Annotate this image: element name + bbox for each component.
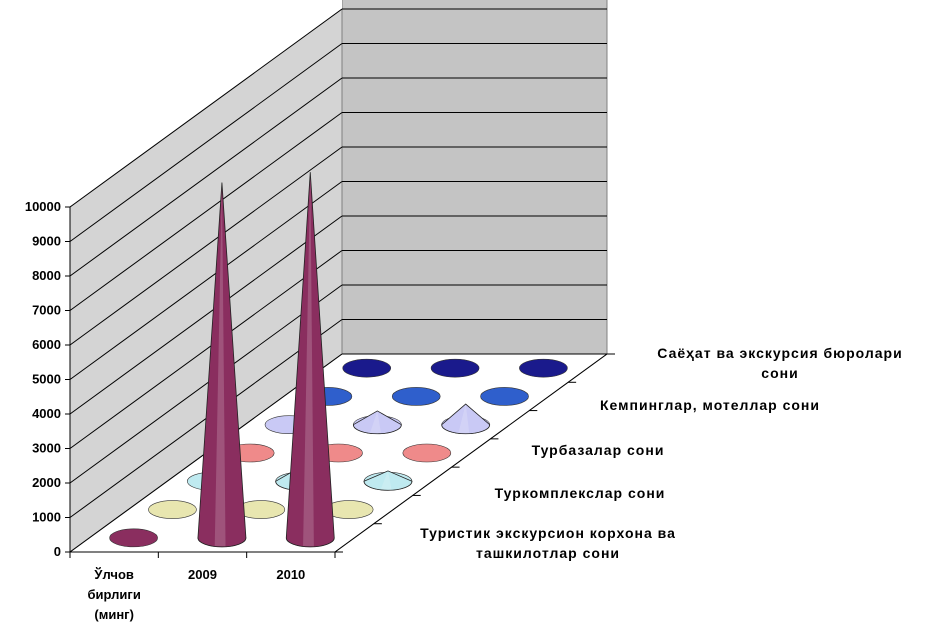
y-tick-label: 1000 [32,510,61,525]
series-label: Туркомплекслар сони [495,485,666,501]
cone-base [109,528,158,548]
y-tick-label: 10000 [25,199,61,214]
cone-highlight [303,172,314,547]
cone-highlight [380,470,392,490]
series-label: сони [761,365,798,381]
series-label: Турбазалар сони [532,442,665,458]
y-tick-label: 7000 [32,303,61,318]
cone-base [519,358,568,378]
gridline-left [69,8,343,208]
category-label: 2010 [276,567,305,582]
wall-gap [70,0,342,207]
y-tick-label: 3000 [32,441,61,456]
category-label: (минг) [94,607,134,622]
cone-base [402,443,452,463]
y-tick-label: 6000 [32,337,61,352]
y-tick-label: 2000 [32,475,61,490]
category-label: Ўлчов [93,567,134,582]
gridline-left [69,43,343,242]
gridline-left [69,112,343,311]
series-label: Туристик экскурсион корхона ва [420,525,676,541]
category-label: 2009 [188,567,217,582]
y-tick-label: 8000 [32,268,61,283]
back-wall-upper [341,0,608,10]
gridline-left [69,77,343,277]
chart-marks [109,172,568,548]
depth-axis [334,353,608,553]
cone [441,403,491,435]
cone [363,470,413,491]
cone [197,182,247,548]
cone-highlight [370,410,381,434]
gridline-left [69,250,343,449]
gridline-left [69,146,343,346]
cone [352,410,402,435]
cone-base [342,358,392,378]
category-label: бирлиги [88,587,141,602]
y-tick-label: 5000 [32,372,61,387]
y-tick-label: 4000 [32,406,61,421]
gridline-left [69,284,343,484]
series-label: Кемпинглар, мотеллар сони [600,397,820,413]
gridline-left [69,215,343,415]
cone-base [148,500,197,519]
cone-highlight [214,182,226,547]
cone-highlight [458,404,470,434]
series-label: ташкилотлар сони [476,545,620,561]
cone-base [430,358,480,378]
chart-walls [68,0,609,553]
chart-axes [65,206,615,558]
y-tick-label: 0 [54,544,61,559]
cone-base [391,387,441,406]
cone [285,172,335,548]
y-tick-label: 9000 [32,234,61,249]
series-label: Саёҳат ва экскурсия бюролари [657,345,902,361]
chart-labels: 0 1000 2000 3000 4000 5000 6000 7000 8000 9000 100… [25,199,902,622]
cone-base [480,387,529,406]
gridline-left [69,181,343,380]
